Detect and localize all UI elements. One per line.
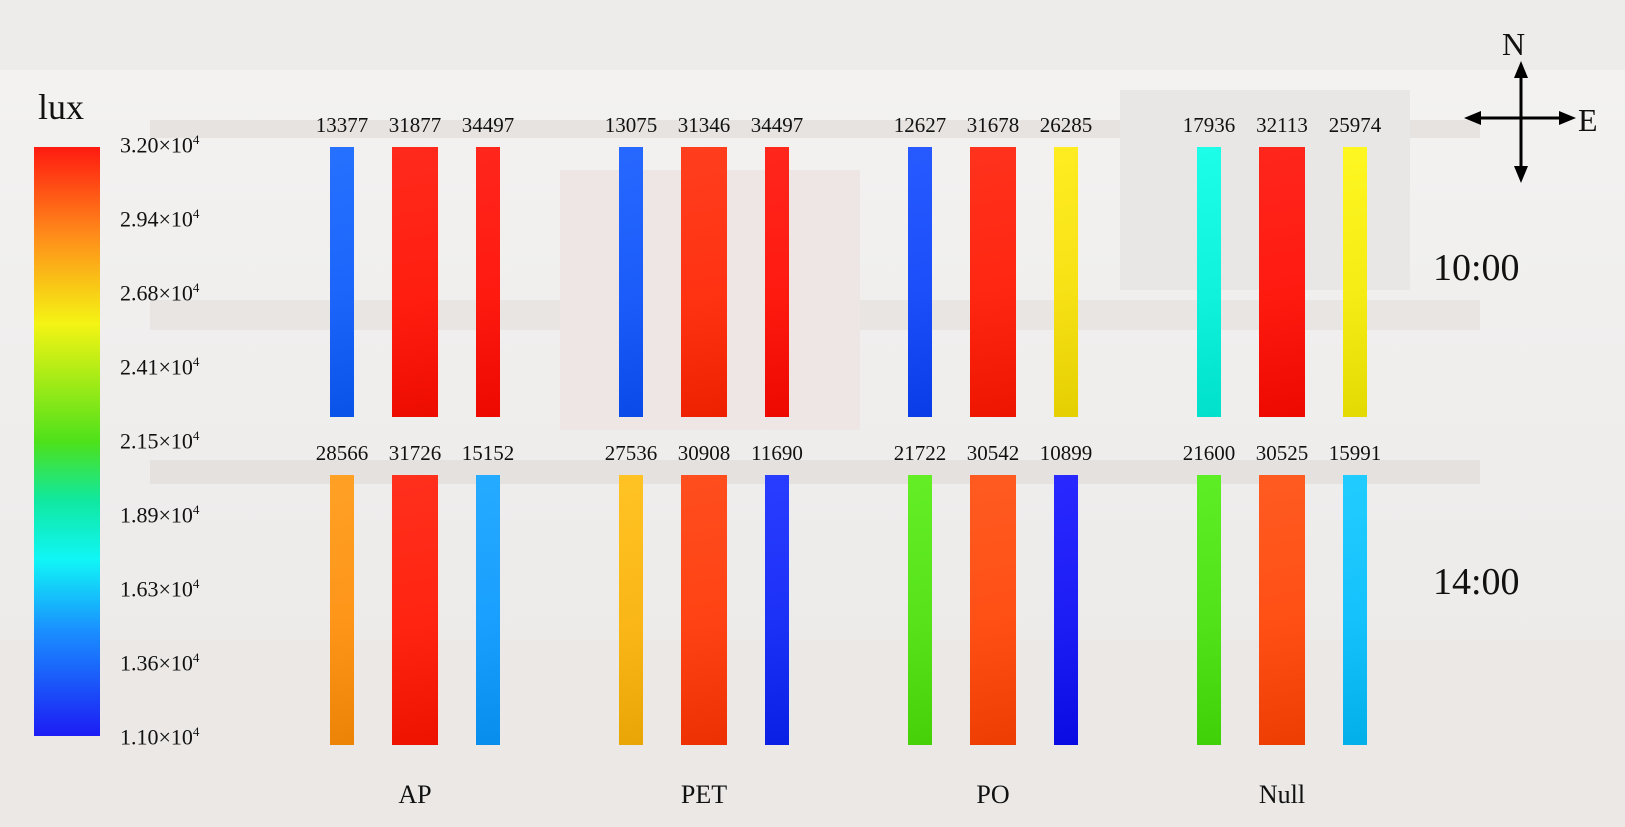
bar-value-label: 13075 <box>604 113 658 137</box>
tick-mantissa: 2.41×10 <box>120 354 193 380</box>
tick-mantissa: 2.94×10 <box>120 206 193 232</box>
heatmap-bar <box>1054 475 1078 745</box>
colorbar-tick-label: 2.41×104 <box>120 354 199 380</box>
bar-value-label: 11690 <box>751 441 803 465</box>
material-label: Null <box>1258 780 1306 809</box>
heatmap-bar <box>392 475 438 745</box>
colorbar-tick-label: 1.63×104 <box>120 576 199 602</box>
bar-value-label: 26285 <box>1039 113 1093 137</box>
colorbar-tick-label: 1.10×104 <box>120 724 199 750</box>
heatmap-bar <box>681 475 727 745</box>
heatmap-bar <box>908 147 932 417</box>
bar-value-label: 17936 <box>1182 113 1236 137</box>
bar-value-label: 13377 <box>315 113 369 137</box>
time-label-10: 10:00 <box>1433 247 1520 289</box>
bar-value-label: 31726 <box>388 441 442 465</box>
bar-value-label: 27536 <box>604 441 658 465</box>
bar-value-label: 21600 <box>1182 441 1236 465</box>
heatmap-bar <box>908 475 932 745</box>
heatmap-bar <box>619 475 643 745</box>
heatmap-bar <box>1259 475 1305 745</box>
tick-exponent: 4 <box>192 576 200 591</box>
time-label-14: 14:00 <box>1433 561 1520 603</box>
bar-value-label: 10899 <box>1039 441 1093 465</box>
heatmap-bar <box>681 147 727 417</box>
heatmap-bar <box>1197 147 1221 417</box>
colorbar-tick-label: 2.68×104 <box>120 280 199 306</box>
tick-mantissa: 3.20×10 <box>120 132 193 158</box>
bar-value-label: 30908 <box>677 441 731 465</box>
tick-exponent: 4 <box>192 354 200 369</box>
heatmap-bar <box>1343 147 1367 417</box>
tick-mantissa: 2.15×10 <box>120 428 193 454</box>
tick-exponent: 4 <box>192 650 200 665</box>
heatmap-bar <box>330 147 354 417</box>
bar-value-label: 21722 <box>893 441 947 465</box>
bar-value-label: 28566 <box>315 441 369 465</box>
bar-value-label: 25974 <box>1328 113 1382 137</box>
bar-value-label: 30525 <box>1255 441 1309 465</box>
heatmap-bar <box>476 147 500 417</box>
colorbar <box>34 147 100 736</box>
heatmap-bar <box>765 475 789 745</box>
tick-exponent: 4 <box>192 502 200 517</box>
heatmap-bar <box>1054 147 1078 417</box>
heatmap-bar <box>970 147 1016 417</box>
tick-exponent: 4 <box>192 206 200 221</box>
material-label: PO <box>976 780 1010 809</box>
tick-exponent: 4 <box>192 280 200 295</box>
tick-mantissa: 1.36×10 <box>120 650 193 676</box>
colorbar-tick-label: 3.20×104 <box>120 132 199 158</box>
bar-value-label: 12627 <box>893 113 947 137</box>
tick-mantissa: 1.63×10 <box>120 576 193 602</box>
material-label: PET <box>680 780 728 809</box>
heatmap-bar <box>1259 147 1305 417</box>
bar-value-label: 34497 <box>750 113 804 137</box>
heatmap-bar <box>1343 475 1367 745</box>
heatmap-bar <box>330 475 354 745</box>
material-label: AP <box>398 780 432 809</box>
bar-value-label: 31877 <box>388 113 442 137</box>
compass-arrows-icon <box>1464 61 1576 183</box>
tick-mantissa: 2.68×10 <box>120 280 193 306</box>
heatmap-bar <box>765 147 789 417</box>
colorbar-tick-label: 2.94×104 <box>120 206 199 232</box>
compass: N E <box>1464 26 1614 186</box>
colorbar-tick-label: 2.15×104 <box>120 428 199 454</box>
bar-value-label: 32113 <box>1256 113 1308 137</box>
colorbar-tick-label: 1.36×104 <box>120 650 199 676</box>
tick-exponent: 4 <box>192 724 200 739</box>
bar-value-label: 31346 <box>677 113 731 137</box>
compass-east-label: E <box>1578 102 1598 138</box>
heatmap-bar <box>619 147 643 417</box>
unit-label: lux <box>38 87 85 127</box>
heatmap-bar <box>392 147 438 417</box>
heatmap-bar <box>1197 475 1221 745</box>
tick-exponent: 4 <box>192 428 200 443</box>
compass-north-label: N <box>1502 26 1526 62</box>
bar-value-label: 30542 <box>966 441 1020 465</box>
bar-value-label: 34497 <box>461 113 515 137</box>
heatmap-bar <box>476 475 500 745</box>
bar-value-label: 31678 <box>966 113 1020 137</box>
heatmap-bar <box>970 475 1016 745</box>
colorbar-tick-label: 1.89×104 <box>120 502 199 528</box>
tick-mantissa: 1.89×10 <box>120 502 193 528</box>
tick-mantissa: 1.10×10 <box>120 724 193 750</box>
bar-value-label: 15152 <box>461 441 515 465</box>
bar-value-label: 15991 <box>1328 441 1382 465</box>
tick-exponent: 4 <box>192 132 200 147</box>
